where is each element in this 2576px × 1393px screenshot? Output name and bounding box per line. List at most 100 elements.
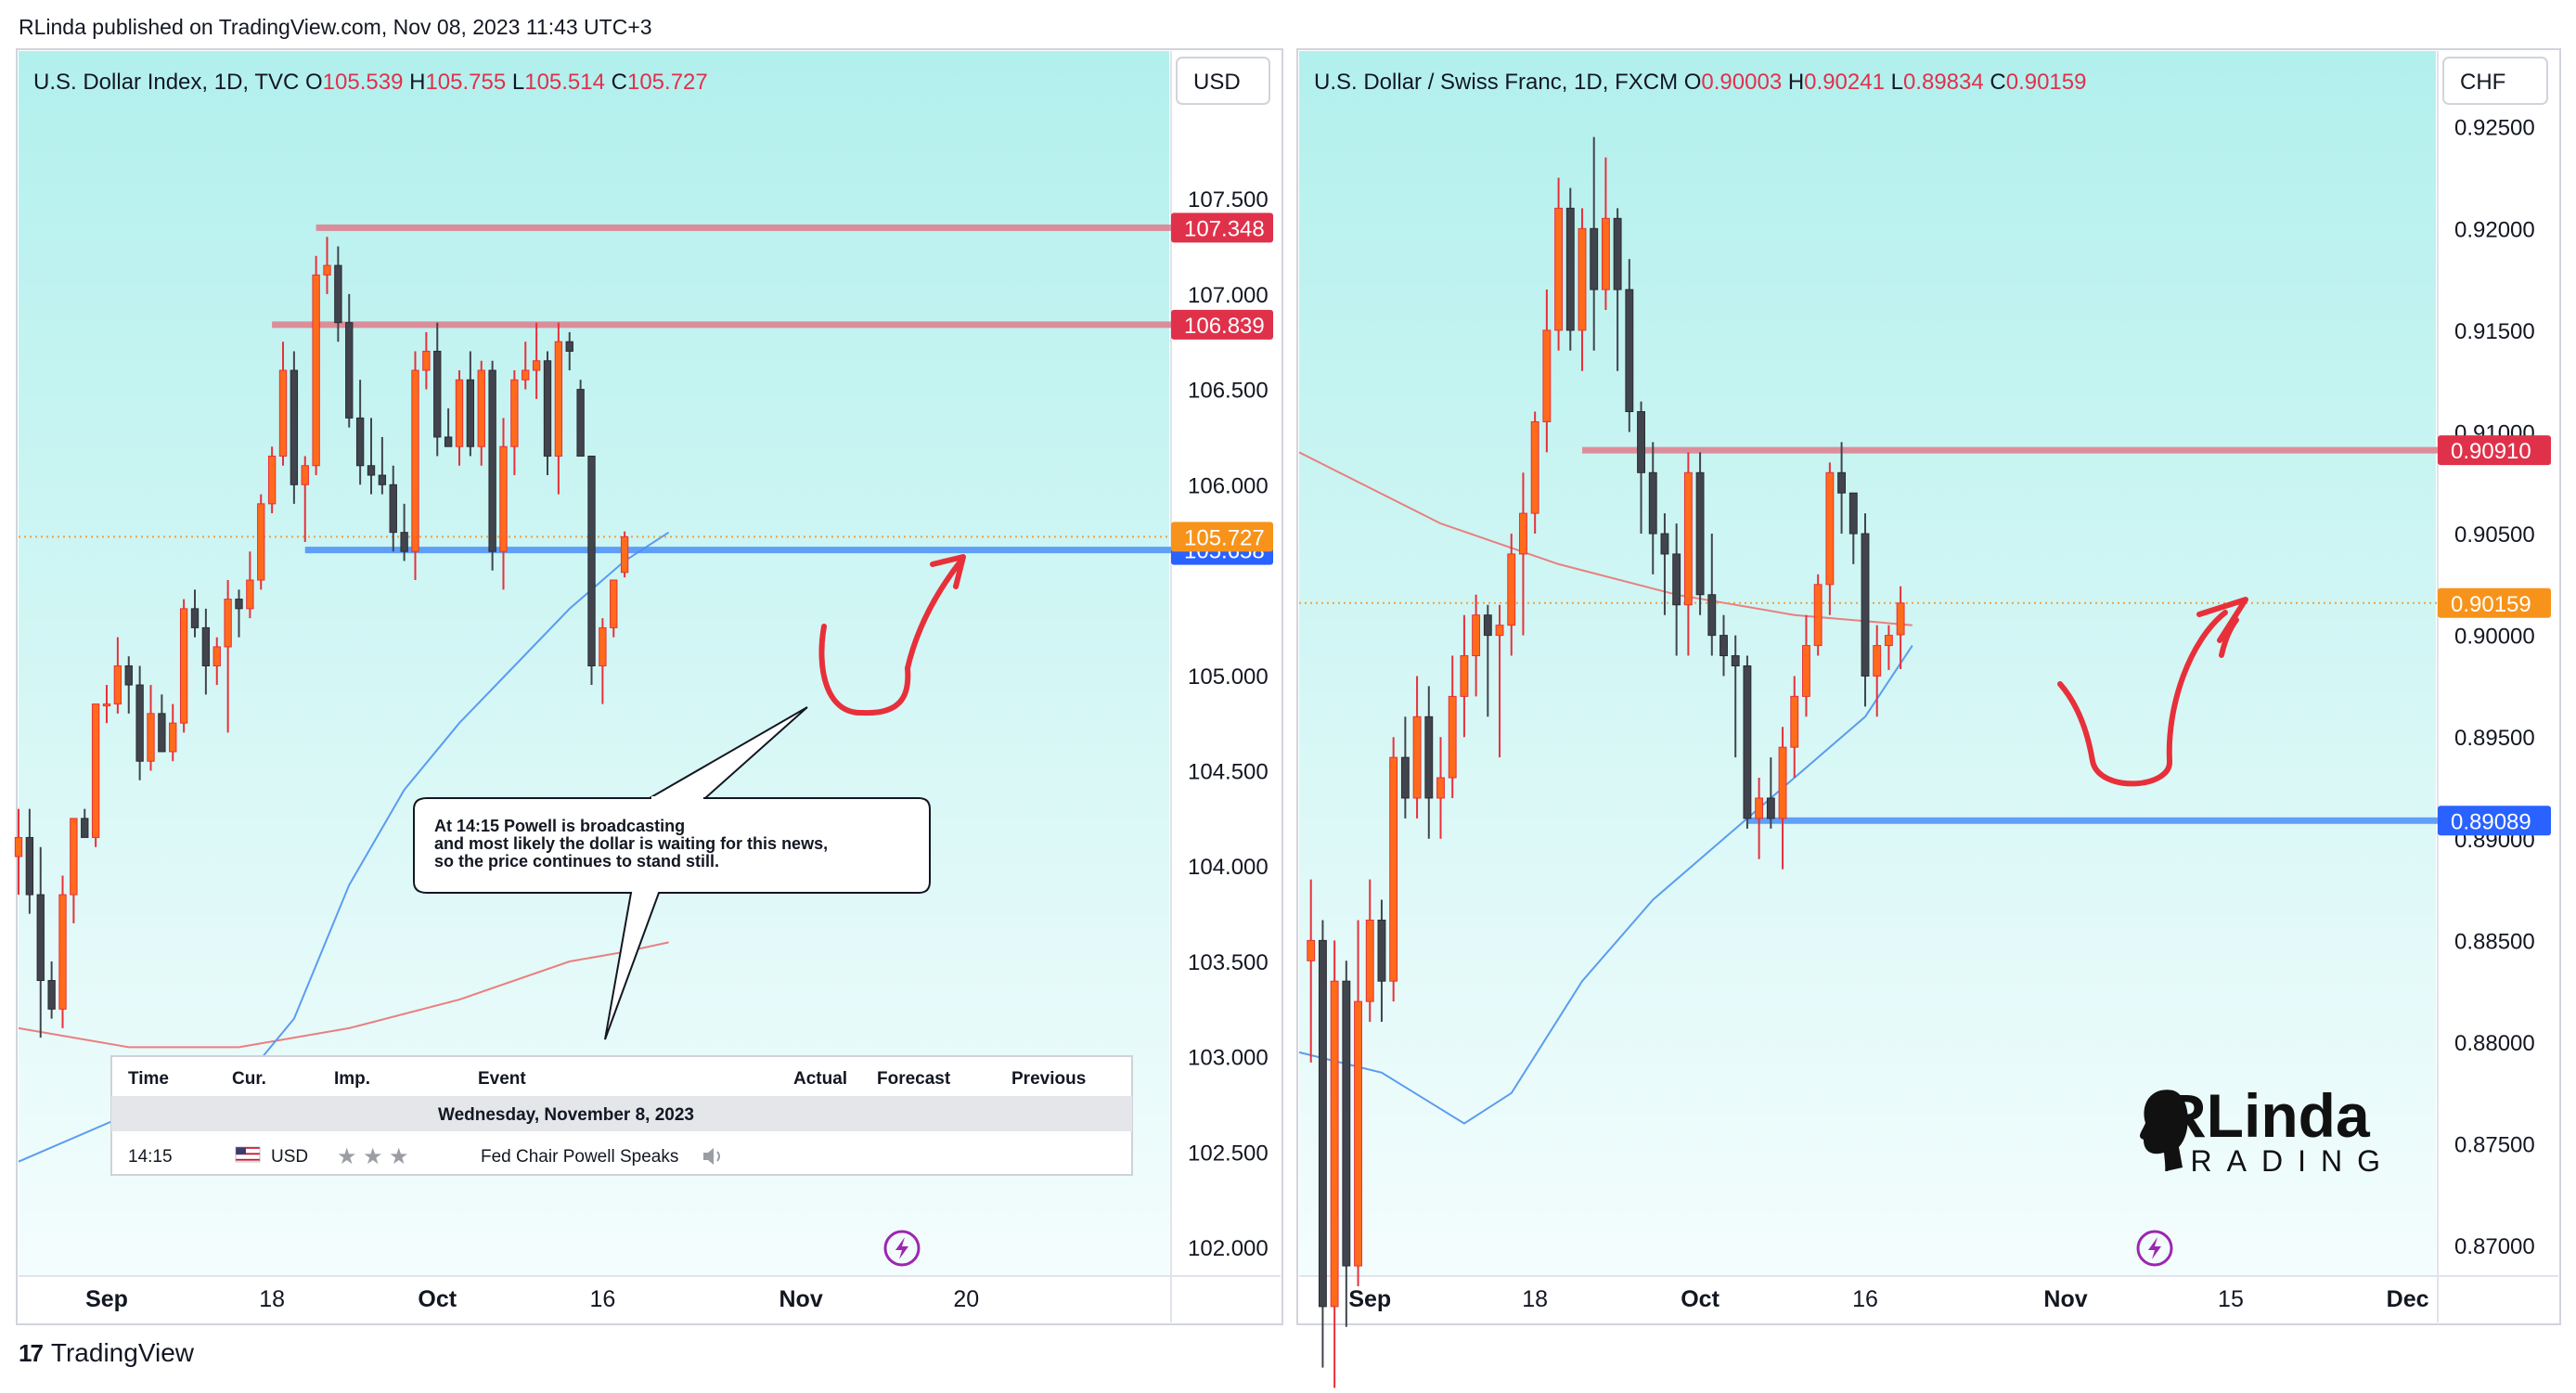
candle[interactable] — [179, 599, 188, 733]
candle[interactable] — [14, 808, 23, 896]
candle[interactable] — [477, 360, 485, 466]
candle[interactable] — [301, 456, 309, 542]
candle[interactable] — [1565, 187, 1575, 351]
candle[interactable] — [81, 808, 89, 838]
candle[interactable] — [70, 818, 78, 923]
candle[interactable] — [1354, 920, 1362, 1286]
candle[interactable] — [1318, 920, 1327, 1368]
candle[interactable] — [1896, 586, 1905, 670]
candle[interactable] — [1342, 961, 1351, 1327]
candle[interactable] — [599, 618, 607, 704]
candle[interactable] — [1330, 940, 1339, 1388]
candle[interactable] — [610, 579, 618, 638]
candle[interactable] — [522, 342, 530, 390]
currency-box[interactable] — [2442, 57, 2548, 105]
candle[interactable] — [1873, 625, 1882, 717]
candle[interactable] — [1377, 899, 1386, 1023]
candle[interactable] — [1755, 778, 1764, 859]
candle[interactable] — [1884, 625, 1893, 670]
candle[interactable] — [58, 875, 67, 1028]
candle[interactable] — [1365, 879, 1374, 1023]
candle[interactable] — [102, 685, 111, 724]
candle[interactable] — [267, 446, 277, 514]
candle[interactable] — [124, 656, 133, 714]
candle[interactable] — [290, 351, 299, 504]
candle[interactable] — [499, 418, 508, 590]
candle[interactable] — [1542, 290, 1552, 453]
candle[interactable] — [1660, 513, 1669, 615]
candle[interactable] — [1848, 492, 1858, 564]
candle[interactable] — [1695, 452, 1705, 615]
candle[interactable] — [1790, 676, 1799, 779]
candle[interactable] — [1813, 574, 1823, 656]
candle[interactable] — [532, 322, 541, 399]
candle[interactable] — [91, 703, 100, 847]
candle[interactable] — [36, 846, 45, 1038]
candle[interactable] — [565, 331, 573, 371]
candle[interactable] — [1483, 604, 1492, 717]
candle[interactable] — [1743, 655, 1752, 829]
candle[interactable] — [1590, 136, 1599, 351]
speaker-icon[interactable] — [703, 1148, 714, 1165]
candle[interactable] — [1519, 472, 1527, 636]
candle[interactable] — [1766, 757, 1775, 829]
candle[interactable] — [411, 351, 419, 581]
candle[interactable] — [1436, 737, 1445, 839]
candle[interactable] — [334, 246, 342, 342]
candle[interactable] — [312, 255, 320, 476]
candle[interactable] — [323, 237, 331, 294]
candle[interactable] — [1731, 635, 1740, 758]
candle[interactable] — [147, 685, 155, 771]
candle[interactable] — [1578, 208, 1587, 371]
candle[interactable] — [1507, 534, 1516, 656]
candle[interactable] — [1389, 737, 1398, 1002]
candle[interactable] — [1625, 259, 1634, 432]
candle[interactable] — [1495, 604, 1504, 758]
candle[interactable] — [620, 531, 629, 578]
candle[interactable] — [510, 370, 519, 476]
candle[interactable] — [257, 494, 265, 590]
candle[interactable] — [1861, 513, 1870, 707]
candle[interactable] — [158, 694, 166, 753]
econ-event[interactable]: Fed Chair Powell Speaks — [481, 1147, 678, 1167]
candle[interactable] — [378, 436, 387, 495]
candle[interactable] — [235, 589, 243, 638]
candle[interactable] — [1802, 614, 1810, 717]
candle[interactable] — [113, 637, 122, 714]
candle[interactable] — [587, 455, 596, 686]
candle[interactable] — [1778, 727, 1787, 870]
candle[interactable] — [278, 342, 288, 466]
candle[interactable] — [1472, 594, 1481, 697]
candle[interactable] — [47, 961, 56, 1019]
candle[interactable] — [1719, 614, 1728, 677]
candle[interactable] — [1837, 442, 1847, 535]
candle[interactable] — [355, 380, 365, 485]
candle[interactable] — [422, 331, 431, 390]
candle[interactable] — [1648, 442, 1657, 574]
candle[interactable] — [1424, 686, 1434, 839]
candle[interactable] — [1613, 208, 1622, 371]
candle[interactable] — [345, 293, 354, 428]
candle[interactable] — [1707, 534, 1717, 656]
candle[interactable] — [224, 580, 232, 733]
candle[interactable] — [1307, 879, 1316, 1063]
candle[interactable] — [400, 503, 408, 561]
candle[interactable] — [433, 322, 442, 457]
candle[interactable] — [543, 351, 552, 476]
candle[interactable] — [367, 418, 376, 495]
candle[interactable] — [1448, 655, 1457, 798]
candle[interactable] — [169, 703, 177, 762]
candle[interactable] — [444, 408, 453, 447]
candle[interactable] — [213, 637, 221, 686]
candle[interactable] — [576, 380, 585, 457]
candle[interactable] — [466, 351, 475, 457]
currency-label[interactable]: CHF — [2460, 70, 2505, 95]
candle[interactable] — [389, 465, 397, 552]
lightning-icon[interactable] — [2136, 1230, 2173, 1267]
candle[interactable] — [455, 370, 464, 466]
candle[interactable] — [25, 808, 34, 914]
candle[interactable] — [135, 665, 144, 780]
candle[interactable] — [1672, 523, 1681, 656]
candle[interactable] — [1460, 614, 1469, 738]
candle[interactable] — [1637, 401, 1645, 535]
